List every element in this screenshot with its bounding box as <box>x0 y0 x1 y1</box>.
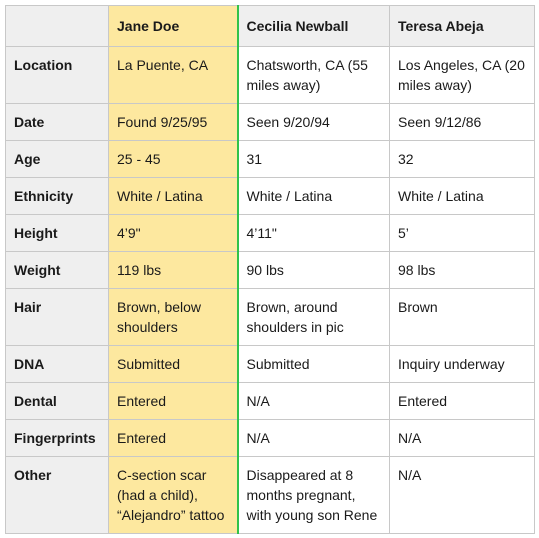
table-row: Ethnicity White / Latina White / Latina Whi… <box>5 177 535 215</box>
comparison-table: Jane Doe Cecilia Newball Teresa Abeja Lo… <box>5 5 535 534</box>
subject-cell: 4’9" <box>108 214 239 252</box>
row-label: Height <box>5 214 109 252</box>
candidate-2-cell: Los Angeles, CA (20 miles away) <box>389 46 535 104</box>
candidate-2-cell: Seen 9/12/86 <box>389 103 535 141</box>
candidate-1-cell: Submitted <box>237 345 390 383</box>
header-candidate-2: Teresa Abeja <box>389 5 535 47</box>
candidate-1-cell: 31 <box>237 140 390 178</box>
candidate-1-cell: N/A <box>237 382 390 420</box>
candidate-1-cell: 4’11" <box>237 214 390 252</box>
candidate-2-cell: White / Latina <box>389 177 535 215</box>
subject-cell: Brown, below shoulders <box>108 288 239 346</box>
subject-cell: 119 lbs <box>108 251 239 289</box>
header-subject: Jane Doe <box>108 5 239 47</box>
candidate-2-cell: N/A <box>389 456 535 534</box>
subject-cell: White / Latina <box>108 177 239 215</box>
candidate-2-cell: 98 lbs <box>389 251 535 289</box>
row-label: Dental <box>5 382 109 420</box>
candidate-1-cell: 90 lbs <box>237 251 390 289</box>
table-row: Fingerprints Entered N/A N/A <box>5 419 535 457</box>
row-label: Hair <box>5 288 109 346</box>
candidate-2-cell: Inquiry underway <box>389 345 535 383</box>
table-row: DNA Submitted Submitted Inquiry underway <box>5 345 535 383</box>
table-row: Date Found 9/25/95 Seen 9/20/94 Seen 9/12/8… <box>5 103 535 141</box>
subject-cell: Found 9/25/95 <box>108 103 239 141</box>
table-row: Height 4’9" 4’11" 5’ <box>5 214 535 252</box>
row-label: Date <box>5 103 109 141</box>
candidate-1-cell: White / Latina <box>237 177 390 215</box>
header-row: Jane Doe Cecilia Newball Teresa Abeja <box>5 5 535 47</box>
table-row: Location La Puente, CA Chatsworth, CA (55 … <box>5 46 535 104</box>
candidate-1-cell: Seen 9/20/94 <box>237 103 390 141</box>
candidate-1-cell: N/A <box>237 419 390 457</box>
candidate-1-cell: Brown, around shoulders in pic <box>237 288 390 346</box>
row-label: Location <box>5 46 109 104</box>
subject-cell: Entered <box>108 419 239 457</box>
candidate-2-cell: 5’ <box>389 214 535 252</box>
row-label: Fingerprints <box>5 419 109 457</box>
table-row: Weight 119 lbs 90 lbs 98 lbs <box>5 251 535 289</box>
candidate-2-cell: 32 <box>389 140 535 178</box>
candidate-1-cell: Disappeared at 8 months pregnant, with y… <box>237 456 390 534</box>
table-row: Dental Entered N/A Entered <box>5 382 535 420</box>
row-label: Other <box>5 456 109 534</box>
candidate-2-cell: Entered <box>389 382 535 420</box>
subject-cell: Submitted <box>108 345 239 383</box>
candidate-2-cell: Brown <box>389 288 535 346</box>
table-body: Location La Puente, CA Chatsworth, CA (55 … <box>5 46 535 534</box>
table-row: Hair Brown, below shoulders Brown, around … <box>5 288 535 346</box>
corner-cell <box>5 5 109 47</box>
table-row: Other C-section scar (had a child), “Alej… <box>5 456 535 534</box>
candidate-2-cell: N/A <box>389 419 535 457</box>
header-candidate-1: Cecilia Newball <box>237 5 390 47</box>
row-label: DNA <box>5 345 109 383</box>
subject-cell: C-section scar (had a child), “Alejandro… <box>108 456 239 534</box>
row-label: Age <box>5 140 109 178</box>
row-label: Ethnicity <box>5 177 109 215</box>
row-label: Weight <box>5 251 109 289</box>
subject-cell: 25 - 45 <box>108 140 239 178</box>
candidate-1-cell: Chatsworth, CA (55 miles away) <box>237 46 390 104</box>
table-row: Age 25 - 45 31 32 <box>5 140 535 178</box>
subject-cell: Entered <box>108 382 239 420</box>
subject-cell: La Puente, CA <box>108 46 239 104</box>
